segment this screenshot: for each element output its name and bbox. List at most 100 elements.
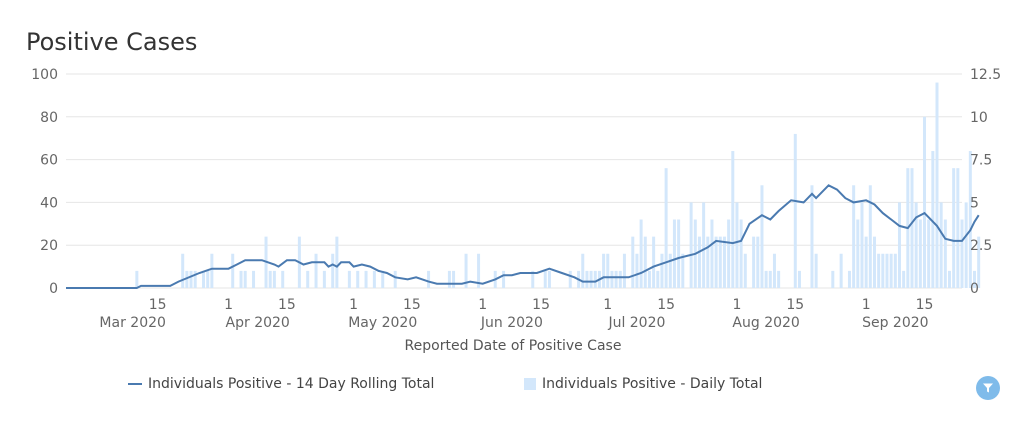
y-tick-label: 60 <box>40 153 58 169</box>
daily-bar <box>760 185 764 288</box>
daily-bar <box>252 270 256 288</box>
daily-bar <box>268 270 272 288</box>
x-month-label: Jun 2020 <box>480 315 543 331</box>
daily-bar <box>393 270 397 288</box>
daily-bar <box>306 270 310 288</box>
x-tick-label: 15 <box>916 297 934 313</box>
daily-bar <box>206 270 210 288</box>
x-month-label: Apr 2020 <box>226 315 290 331</box>
y-tick-label: 0 <box>49 281 58 297</box>
daily-bar <box>968 151 972 288</box>
daily-bar <box>860 202 864 288</box>
y2-tick-label: 12.5 <box>970 67 1001 83</box>
x-tick-label: 1 <box>224 297 233 313</box>
daily-bar <box>614 270 618 288</box>
daily-bar <box>189 270 193 288</box>
daily-bar <box>831 270 835 288</box>
daily-bar <box>743 253 747 288</box>
daily-bar <box>531 270 535 288</box>
y-axis-right-ticks: 0 2.5 5 7.5 10 12.5 <box>970 67 1001 297</box>
daily-bar <box>677 219 681 288</box>
daily-bar <box>643 236 647 288</box>
daily-bar <box>314 253 318 288</box>
daily-bar <box>647 270 651 288</box>
y2-tick-label: 10 <box>970 110 988 126</box>
daily-bar <box>452 270 456 288</box>
x-month-label: May 2020 <box>348 315 417 331</box>
legend-line-swatch <box>128 383 142 385</box>
daily-bar <box>272 270 276 288</box>
daily-bar <box>810 185 814 288</box>
daily-bar <box>964 202 968 288</box>
daily-bar <box>335 236 339 288</box>
daily-bar <box>660 253 664 288</box>
x-tick-label: 15 <box>657 297 675 313</box>
daily-bar <box>910 168 914 288</box>
daily-bar <box>764 270 768 288</box>
daily-bar <box>772 253 776 288</box>
daily-bar <box>960 219 964 288</box>
daily-bar <box>735 202 739 288</box>
x-tick-label: 1 <box>862 297 871 313</box>
daily-bar <box>652 236 656 288</box>
x-tick-label: 1 <box>478 297 487 313</box>
daily-bar <box>977 236 981 288</box>
filter-button[interactable] <box>976 376 1000 400</box>
legend-item-rolling[interactable]: Individuals Positive - 14 Day Rolling To… <box>128 376 434 392</box>
daily-bar <box>581 253 585 288</box>
x-tick-label: 15 <box>532 297 550 313</box>
daily-bar <box>914 202 918 288</box>
legend-item-daily[interactable]: Individuals Positive - Daily Total <box>524 376 762 392</box>
daily-bar <box>839 253 843 288</box>
daily-bar <box>606 253 610 288</box>
filter-icon <box>983 383 993 393</box>
daily-bar <box>668 253 672 288</box>
daily-bar <box>281 270 285 288</box>
x-tick-label: 1 <box>732 297 741 313</box>
daily-bar <box>973 270 977 288</box>
daily-bar <box>877 253 881 288</box>
x-tick-label: 1 <box>603 297 612 313</box>
daily-bar <box>593 270 597 288</box>
daily-bar <box>752 236 756 288</box>
daily-bar <box>956 168 960 288</box>
daily-bar <box>631 236 635 288</box>
daily-bar <box>893 253 897 288</box>
daily-bar <box>702 202 706 288</box>
daily-bar <box>589 270 593 288</box>
daily-bars <box>135 82 981 288</box>
daily-bar <box>889 253 893 288</box>
daily-bar <box>664 168 668 288</box>
daily-bar <box>856 219 860 288</box>
legend: Individuals Positive - 14 Day Rolling To… <box>0 376 1024 398</box>
daily-bar <box>722 236 726 288</box>
daily-bar <box>618 270 622 288</box>
grid-lines <box>66 73 962 289</box>
daily-bar <box>768 270 772 288</box>
daily-bar <box>847 270 851 288</box>
daily-bar <box>681 253 685 288</box>
daily-bar <box>331 253 335 288</box>
daily-bar <box>852 185 856 288</box>
x-tick-label: 15 <box>786 297 804 313</box>
daily-bar <box>931 151 935 288</box>
daily-bar <box>639 219 643 288</box>
daily-bar <box>477 253 481 288</box>
daily-bar <box>635 253 639 288</box>
daily-bar <box>231 253 235 288</box>
daily-bar <box>543 270 547 288</box>
daily-bar <box>364 270 368 288</box>
daily-bar <box>502 270 506 288</box>
daily-bar <box>210 253 214 288</box>
y-tick-label: 20 <box>40 238 58 254</box>
y-tick-label: 40 <box>40 195 58 211</box>
daily-bar <box>135 270 139 288</box>
y-axis-left-ticks: 0 20 40 60 80 100 <box>31 67 58 297</box>
daily-bar <box>656 270 660 288</box>
x-axis-ticks: 15 1 15 1 15 1 15 1 15 1 15 1 15 Mar 2020 Apr 2020 May … <box>99 297 933 331</box>
daily-bar <box>356 270 360 288</box>
x-tick-label: 15 <box>403 297 421 313</box>
daily-bar <box>897 202 901 288</box>
daily-bar <box>622 253 626 288</box>
